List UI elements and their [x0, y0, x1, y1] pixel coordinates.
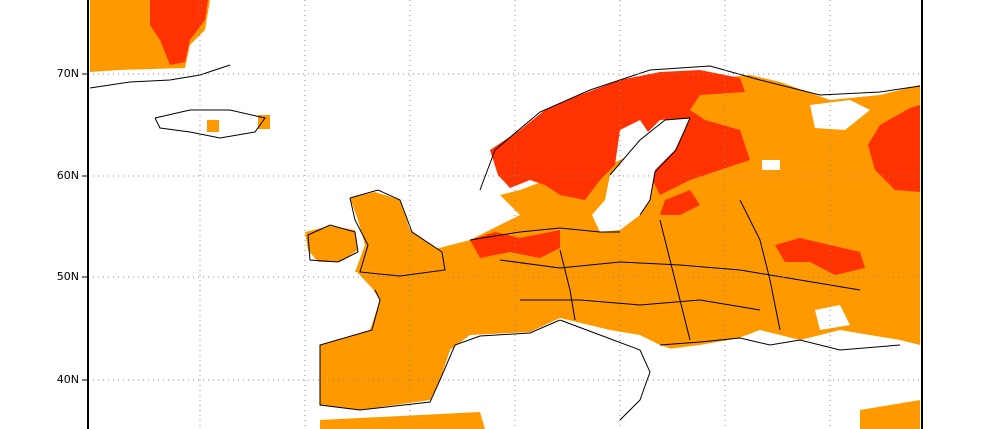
graticule [88, 0, 922, 429]
latitude-label: 60N [57, 169, 79, 182]
red-area [150, 0, 920, 275]
white-area [520, 100, 920, 429]
latitude-label: 40N [57, 373, 79, 386]
latitude-label: 70N [57, 67, 79, 80]
coastline [89, 64, 921, 421]
tick-marks [82, 73, 88, 381]
latitude-label: 50N [57, 270, 79, 283]
